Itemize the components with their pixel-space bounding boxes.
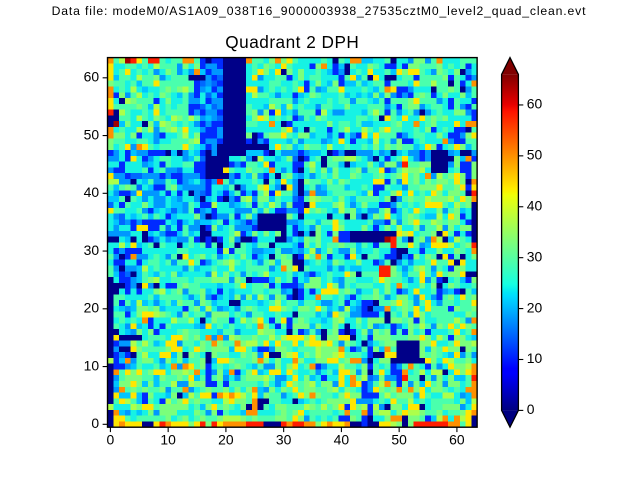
svg-text:30: 30 [527,248,543,264]
svg-text:0: 0 [107,431,115,447]
svg-text:50: 50 [527,147,543,163]
svg-text:Quadrant 2 DPH: Quadrant 2 DPH [225,32,359,52]
svg-text:20: 20 [84,300,100,316]
svg-text:30: 30 [84,242,100,258]
svg-text:60: 60 [84,69,100,85]
svg-text:40: 40 [527,197,543,213]
svg-text:20: 20 [218,431,234,447]
svg-text:40: 40 [334,431,350,447]
svg-text:60: 60 [449,431,465,447]
svg-text:10: 10 [527,350,543,366]
svg-text:Data file: modeM0/AS1A09_038T1: Data file: modeM0/AS1A09_038T16_90000039… [52,4,587,18]
svg-text:50: 50 [391,431,407,447]
svg-text:60: 60 [527,96,543,112]
svg-text:10: 10 [84,357,100,373]
svg-text:0: 0 [527,401,535,417]
svg-text:0: 0 [91,415,99,431]
svg-text:20: 20 [527,299,543,315]
svg-text:50: 50 [84,126,100,142]
svg-text:30: 30 [276,431,292,447]
svg-text:10: 10 [160,431,176,447]
svg-text:40: 40 [84,184,100,200]
